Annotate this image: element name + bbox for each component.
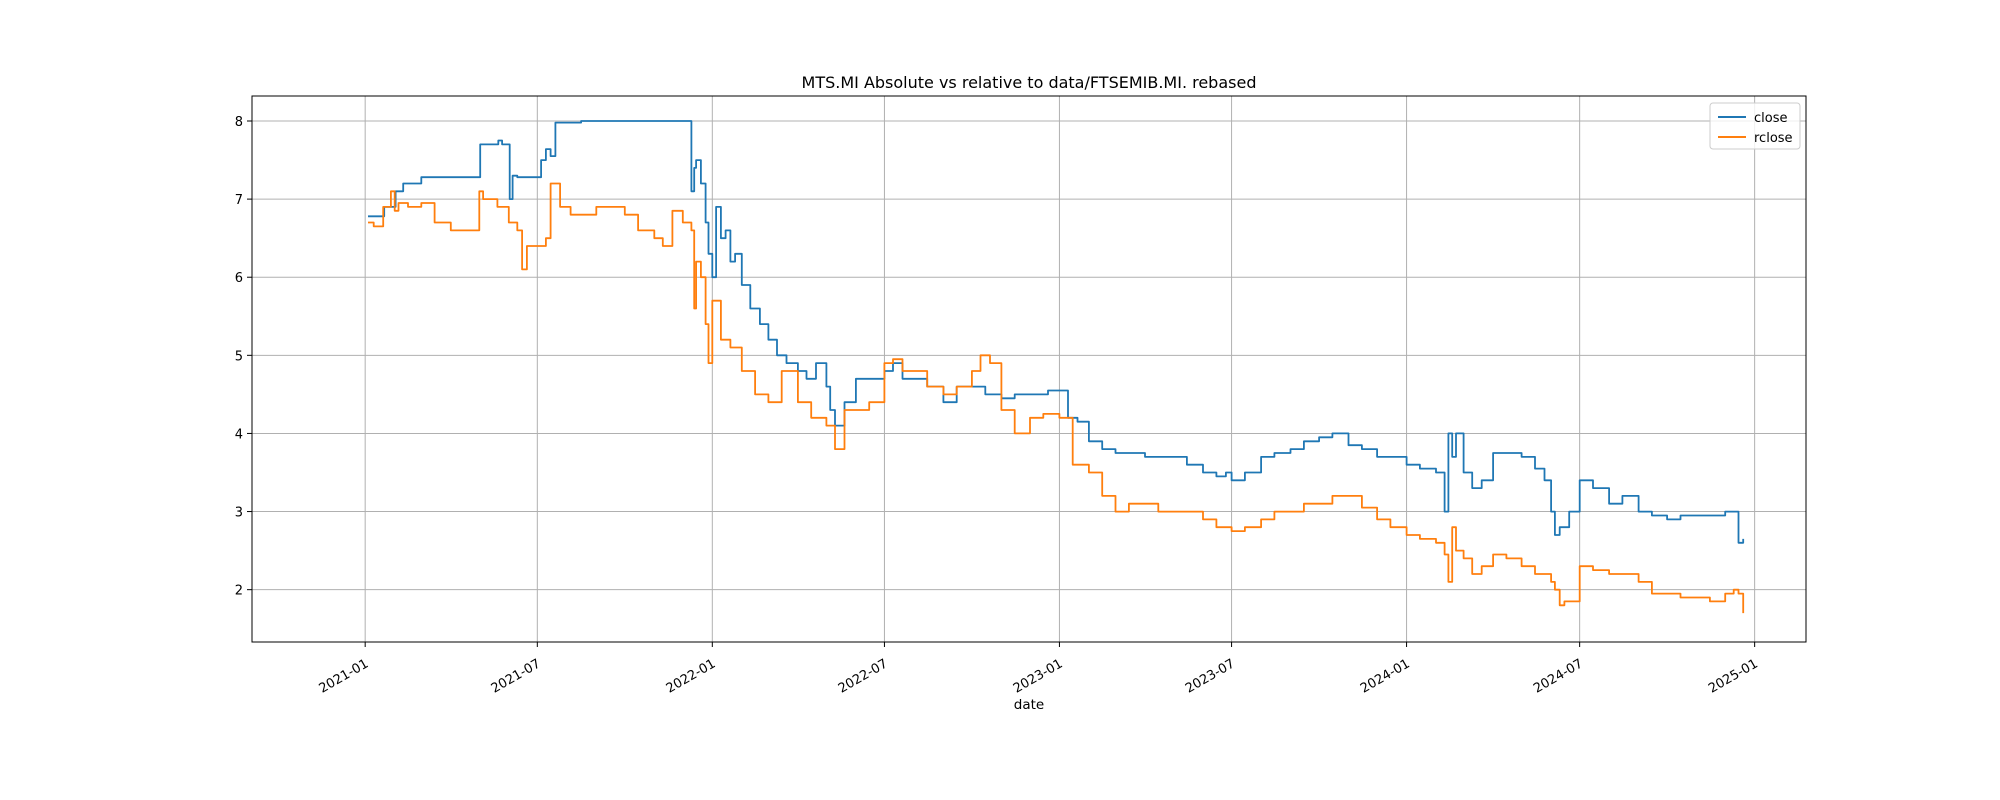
y-tick-label: 8 [235, 115, 243, 130]
x-axis-label: date [1014, 697, 1044, 713]
x-tick-label: 2025-01 [1706, 656, 1761, 696]
y-tick-label: 2 [235, 584, 243, 599]
legend-label-rclose: rclose [1754, 131, 1793, 146]
y-tick-label: 5 [235, 349, 243, 364]
y-tick-label: 7 [235, 193, 243, 208]
x-tick-label: 2023-07 [1183, 656, 1238, 696]
y-tick-label: 6 [235, 271, 243, 286]
series-line-rclose [368, 182, 1745, 614]
x-axis: 2021-01 2021-07 2022-01 2022-07 2023-01 2023-… [317, 642, 1761, 697]
plot-frame [251, 95, 1807, 643]
y-axis: 2 3 4 5 6 7 8 [235, 115, 252, 599]
x-tick-label: 2022-07 [836, 656, 891, 696]
series-layer [368, 120, 1745, 614]
x-tick-label: 2022-01 [664, 656, 719, 696]
y-tick-label: 3 [235, 506, 243, 521]
x-tick-label: 2024-07 [1531, 656, 1586, 696]
series-line-close [368, 120, 1745, 544]
legend-label-close: close [1754, 111, 1787, 126]
x-tick-label: 2023-01 [1011, 656, 1066, 696]
chart-title: MTS.MI Absolute vs relative to data/FTSE… [802, 73, 1257, 92]
x-tick-label: 2021-07 [489, 656, 544, 696]
x-tick-label: 2024-01 [1358, 656, 1413, 696]
legend: close rclose [1709, 102, 1801, 150]
x-tick-label: 2021-01 [317, 656, 372, 696]
grid [252, 96, 1806, 642]
y-tick-label: 4 [235, 427, 243, 442]
